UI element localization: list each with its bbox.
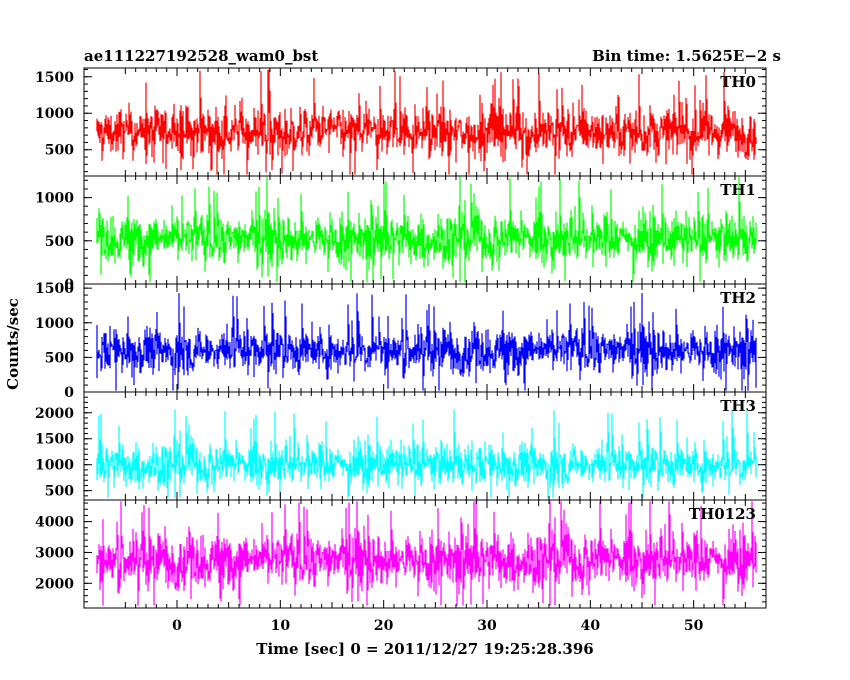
y-tick-label: 2000 xyxy=(35,406,74,422)
y-tick-label: 500 xyxy=(45,234,74,250)
x-tick-label: 40 xyxy=(581,618,601,634)
panel-label: TH2 xyxy=(720,289,756,307)
y-tick-label: 0 xyxy=(64,385,74,401)
panel-frame xyxy=(83,175,767,285)
y-tick-label: 1000 xyxy=(35,316,74,332)
y-tick-label: 0 xyxy=(64,277,74,293)
y-tick-label: 500 xyxy=(45,484,74,500)
series-line-th1 xyxy=(96,176,757,283)
bin-time-label: Bin time: 1.5625E−2 s xyxy=(592,47,781,65)
y-tick-label: 1000 xyxy=(35,191,74,207)
panel-label: TH1 xyxy=(720,181,756,199)
x-tick-label: 20 xyxy=(374,618,394,634)
y-tick-label: 2000 xyxy=(35,576,74,592)
y-tick-label: 500 xyxy=(45,143,74,159)
x-tick-label: 50 xyxy=(684,618,704,634)
panel-label: TH0 xyxy=(720,73,756,91)
series-line-th3 xyxy=(96,409,757,498)
y-tick-label: 1000 xyxy=(35,106,74,122)
panel-label: TH0123 xyxy=(689,505,756,523)
y-tick-label: 3000 xyxy=(35,545,74,561)
y-axis-label: Counts/sec xyxy=(4,298,22,390)
panel-label: TH3 xyxy=(720,397,756,415)
x-tick-label: 0 xyxy=(172,618,182,634)
y-tick-label: 4000 xyxy=(35,515,74,531)
panel-th0: 500 1000 1500 TH0 xyxy=(35,67,767,177)
y-tick-label: 1500 xyxy=(35,432,74,448)
plot-title: ae111227192528_wam0_bst xyxy=(84,47,318,65)
y-tick-label: 1000 xyxy=(35,458,74,474)
panel-th3: 500 1000 1500 2000 TH3 xyxy=(35,391,767,501)
y-tick-label: 1500 xyxy=(35,70,74,86)
panel-th2: 0 500 1000 1500 TH2 xyxy=(35,281,767,401)
panel-th1: 0 500 1000 TH1 xyxy=(35,175,767,293)
y-tick-label: 1500 xyxy=(35,281,74,297)
panel-th0123: 2000 3000 4000 TH0123 xyxy=(35,499,767,609)
series-line-th2 xyxy=(96,293,757,391)
x-tick-label: 10 xyxy=(271,618,291,634)
series-line-th0 xyxy=(96,69,757,175)
x-axis-label: Time [sec] 0 = 2011/12/27 19:25:28.396 xyxy=(256,640,593,658)
series-line-th0123 xyxy=(96,501,757,606)
x-tick-label: 30 xyxy=(477,618,497,634)
y-tick-label: 500 xyxy=(45,350,74,366)
